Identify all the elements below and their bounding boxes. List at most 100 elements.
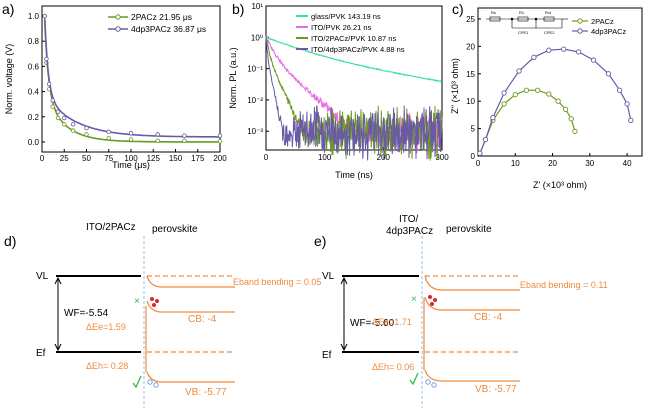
data-point xyxy=(605,71,612,77)
series-line-3 xyxy=(265,36,443,161)
series-line-1 xyxy=(43,19,220,138)
e-material-right: perovskite xyxy=(446,224,492,235)
d-electron-2 xyxy=(155,299,159,303)
data-point xyxy=(182,138,187,143)
e-wf-arrowhead-down xyxy=(340,343,348,352)
panel-e: e) ITO/ 4dp3PACz perovskite VL Eband ben… xyxy=(314,214,608,408)
data-point xyxy=(182,133,187,138)
e-cb-line xyxy=(424,296,520,311)
y-tick-label: 15 xyxy=(466,70,475,79)
data-point xyxy=(546,47,552,53)
x-tick-label: 50 xyxy=(82,154,91,163)
panel-a-ticks: 0 25 50 75 100 125 150 175 200 0.0 0.2 0.4 0.6 0.8 1.0 xyxy=(28,12,227,163)
d-vb-line xyxy=(146,371,235,383)
d-vl-label: VL xyxy=(36,271,49,282)
y-tick-label: 1.0 xyxy=(28,12,40,21)
d-hole-2 xyxy=(153,382,159,388)
e-wf-arrowhead-up xyxy=(340,276,348,285)
y-tick-label: 5 xyxy=(471,125,476,134)
d-wf-arrowhead-up xyxy=(54,276,62,285)
data-point xyxy=(555,98,561,104)
d-hole-1 xyxy=(147,379,153,385)
d-electron-1 xyxy=(150,297,154,301)
d-vb-label: VB: -5.77 xyxy=(185,387,227,398)
d-blocked-cross-icon: × xyxy=(134,296,140,307)
data-point xyxy=(562,106,569,113)
legend-marker-c-4dp3pacz xyxy=(577,28,583,34)
data-point xyxy=(531,54,537,60)
y-tick-label: 10⁻² xyxy=(247,96,263,105)
panel-label-a: a) xyxy=(2,1,14,17)
y-tick-label: 10⁰ xyxy=(251,33,263,42)
inset-label-cpe2: CPE2 xyxy=(544,30,555,35)
legend-marker-4dp3pacz xyxy=(115,26,121,32)
y-tick-label: 0.4 xyxy=(28,88,40,97)
panel-c-legend: 2PACz 4dp3PACz xyxy=(572,17,627,36)
d-cb-line xyxy=(146,300,235,313)
d-material-right: perovskite xyxy=(152,224,198,235)
x-tick-label: 150 xyxy=(169,154,183,163)
x-tick-label: 75 xyxy=(104,154,113,163)
data-point xyxy=(42,13,47,19)
x-tick-label: 25 xyxy=(60,154,69,163)
data-point xyxy=(106,129,111,135)
legend-marker-c-2pacz xyxy=(577,18,583,24)
fit-line-1 xyxy=(479,48,632,154)
data-point xyxy=(501,90,507,96)
e-cb-label: CB: -4 xyxy=(474,312,503,323)
panel-a-series xyxy=(42,13,223,144)
e-de-h-label: ΔEh= 0.06 xyxy=(372,362,414,372)
data-point xyxy=(490,114,496,121)
panel-c-frame xyxy=(477,7,643,157)
legend-label-glass-pvk: glass/PVK 143.19 ns xyxy=(311,12,381,21)
data-point xyxy=(616,87,623,93)
x-tick-label: 10 xyxy=(511,159,520,168)
x-tick-label: 40 xyxy=(623,159,632,168)
r1-resistor xyxy=(517,16,529,22)
d-cb-label: CB: -4 xyxy=(188,314,217,325)
d-de-e-label: ΔEe=1.59 xyxy=(86,322,126,332)
data-point xyxy=(575,49,582,55)
e-wf-label: WF=-5.60 xyxy=(350,318,395,329)
y-tick-label: 0.8 xyxy=(28,37,40,46)
x-tick-label: 175 xyxy=(191,154,205,163)
data-point xyxy=(128,137,134,142)
d-ef-label: Ef xyxy=(36,348,46,359)
d-electron-3 xyxy=(152,303,156,307)
data-point xyxy=(217,133,223,138)
d-vl-bent xyxy=(146,275,235,288)
legend-label-ito-2pacz-pvk: ITO/2PACz/PVK 10.87 ns xyxy=(311,34,396,43)
legend-label-ito-4dp3pacz-pvk: ITO/4dp3PACz/PVK 4.88 ns xyxy=(311,45,405,54)
data-point xyxy=(568,116,574,122)
data-point xyxy=(482,136,489,143)
panel-a: a) 0 25 50 75 100 125 150 175 200 0.0 0.2 0.4 0.6 0.8… xyxy=(2,1,227,170)
e-hole-2 xyxy=(431,382,437,388)
data-point xyxy=(70,122,76,127)
e-electron-3 xyxy=(430,302,434,306)
panel-d: d) ITO/2PACz perovskite VL Eband bending… xyxy=(4,222,321,408)
inset-label-rct: Rct xyxy=(545,10,552,15)
data-point xyxy=(55,115,61,121)
series-line-0 xyxy=(43,16,220,143)
inset-label-cpe1: CPE1 xyxy=(518,30,529,35)
data-point xyxy=(512,91,518,98)
legend-marker-2pacz xyxy=(115,14,121,20)
panel-label-d: d) xyxy=(4,233,16,249)
panel-b-series xyxy=(265,36,443,161)
inset-label-rs: Rs xyxy=(491,10,496,15)
x-tick-label: 200 xyxy=(213,154,227,163)
panel-label-b: b) xyxy=(232,1,244,17)
d-material-left: ITO/2PACz xyxy=(86,222,136,233)
data-point xyxy=(628,117,634,124)
y-tick-label: 0.0 xyxy=(28,138,40,147)
legend-label-c-2pacz: 2PACz xyxy=(591,17,614,26)
e-vl-bent xyxy=(424,275,520,291)
data-point xyxy=(62,122,67,127)
series-line-0 xyxy=(265,36,443,83)
data-point xyxy=(50,98,55,103)
x-tick-label: 0 xyxy=(476,159,481,168)
e-vl-label: VL xyxy=(322,271,335,282)
legend-label-4dp3pacz: 4dp3PACz 36.87 μs xyxy=(131,24,206,34)
